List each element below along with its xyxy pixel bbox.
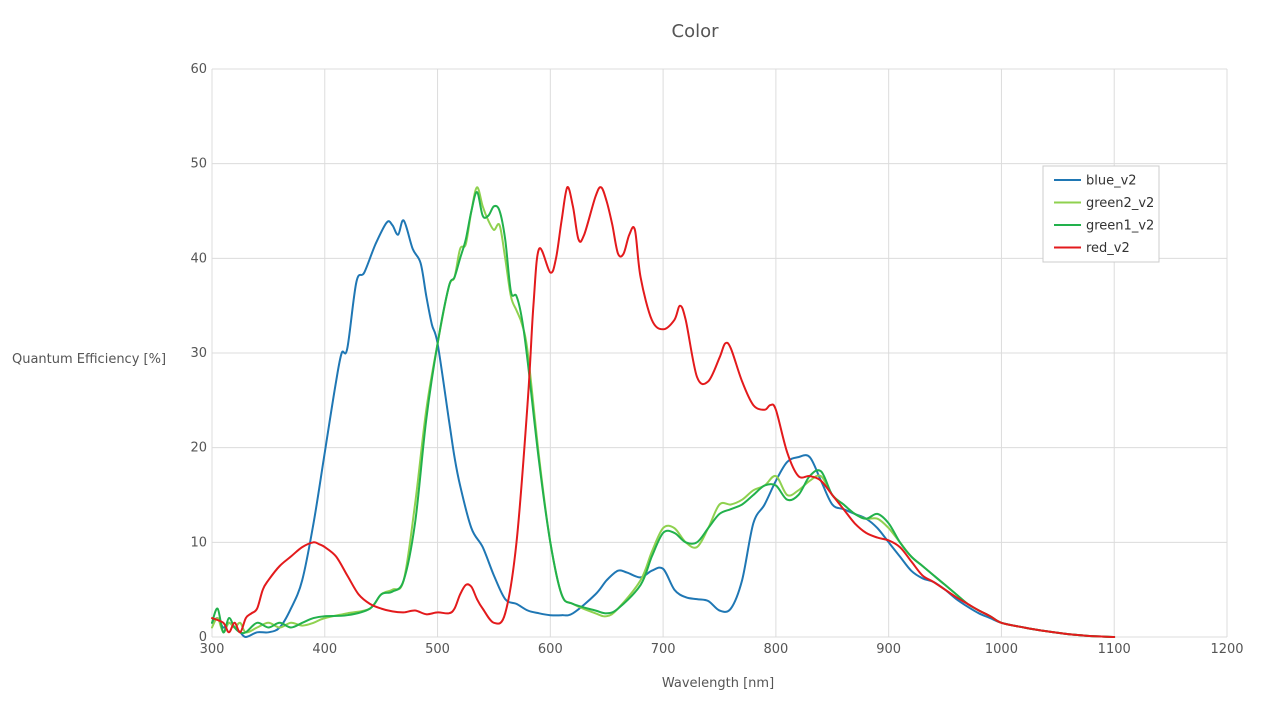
- legend-box: [1042, 165, 1160, 263]
- y-tick-label: 10: [190, 535, 207, 550]
- series-lines: [211, 186, 1116, 638]
- series-line-red_v2: [211, 186, 1116, 638]
- x-axis-ticks: 300 400 500 600 700 800 900 1000 1100 1200: [200, 642, 1244, 657]
- legend-label-blue_v2: blue_v2: [1086, 174, 1137, 189]
- y-tick-label: 50: [190, 157, 207, 172]
- x-tick-label: 400: [312, 642, 337, 657]
- y-axis-ticks: 0 10 20 30 40 50 60: [190, 62, 207, 645]
- x-tick-label: 500: [425, 642, 450, 657]
- chart-title: Color: [672, 21, 720, 42]
- legend: blue_v2 green2_v2 green1_v2 red_v2: [1042, 165, 1160, 263]
- y-tick-label: 20: [190, 441, 207, 456]
- x-tick-label: 600: [538, 642, 563, 657]
- legend-label-green2_v2: green2_v2: [1086, 196, 1154, 211]
- y-tick-label: 60: [190, 62, 207, 77]
- y-axis-label: Quantum Efficiency [%]: [12, 352, 166, 367]
- y-tick-label: 0: [199, 630, 207, 645]
- x-tick-label: 700: [651, 642, 676, 657]
- legend-label-green1_v2: green1_v2: [1086, 219, 1154, 234]
- x-tick-label: 800: [763, 642, 788, 657]
- grid: [211, 68, 1228, 638]
- series-line-blue_v2: [211, 219, 1116, 638]
- legend-label-red_v2: red_v2: [1086, 241, 1130, 256]
- x-tick-label: 1000: [985, 642, 1018, 657]
- x-tick-label: 1200: [1210, 642, 1243, 657]
- x-tick-label: 900: [876, 642, 901, 657]
- x-axis-label: Wavelength [nm]: [662, 676, 774, 691]
- x-tick-label: 300: [200, 642, 225, 657]
- x-tick-label: 1100: [1098, 642, 1131, 657]
- series-line-green1_v2: [211, 191, 1116, 638]
- y-tick-label: 30: [190, 346, 207, 361]
- y-tick-label: 40: [190, 251, 207, 266]
